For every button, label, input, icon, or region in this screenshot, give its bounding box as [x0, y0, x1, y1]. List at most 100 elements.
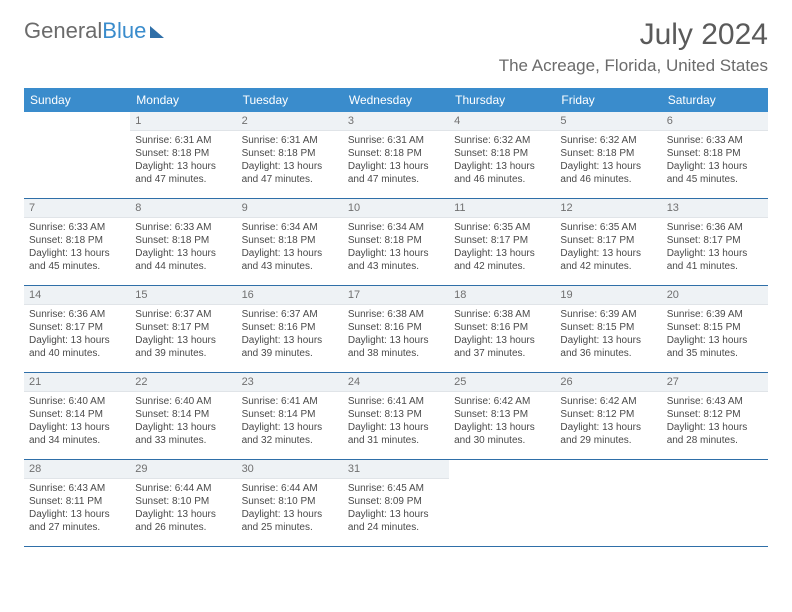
day-header-thu: Thursday [449, 88, 555, 112]
day-number: 23 [237, 373, 343, 392]
day-cell: 13Sunrise: 6:36 AMSunset: 8:17 PMDayligh… [662, 199, 768, 285]
day-daylight1: Daylight: 13 hours [135, 421, 231, 434]
day-cell: 31Sunrise: 6:45 AMSunset: 8:09 PMDayligh… [343, 460, 449, 546]
day-cell: 27Sunrise: 6:43 AMSunset: 8:12 PMDayligh… [662, 373, 768, 459]
day-number: 15 [130, 286, 236, 305]
day-daylight1: Daylight: 13 hours [29, 421, 125, 434]
day-daylight2: and 28 minutes. [667, 434, 763, 447]
week-row: 1Sunrise: 6:31 AMSunset: 8:18 PMDaylight… [24, 112, 768, 199]
day-body: Sunrise: 6:37 AMSunset: 8:16 PMDaylight:… [237, 305, 343, 365]
day-daylight2: and 44 minutes. [135, 260, 231, 273]
day-daylight1: Daylight: 13 hours [667, 421, 763, 434]
day-sunset: Sunset: 8:16 PM [454, 321, 550, 334]
day-body: Sunrise: 6:45 AMSunset: 8:09 PMDaylight:… [343, 479, 449, 539]
week-row: 7Sunrise: 6:33 AMSunset: 8:18 PMDaylight… [24, 199, 768, 286]
day-daylight1: Daylight: 13 hours [29, 508, 125, 521]
header: GeneralBlue July 2024 The Acreage, Flori… [24, 18, 768, 76]
day-cell [555, 460, 661, 546]
day-body: Sunrise: 6:40 AMSunset: 8:14 PMDaylight:… [130, 392, 236, 452]
day-number: 1 [130, 112, 236, 131]
day-sunrise: Sunrise: 6:43 AM [667, 395, 763, 408]
title-block: July 2024 The Acreage, Florida, United S… [499, 18, 768, 76]
day-number: 4 [449, 112, 555, 131]
day-sunset: Sunset: 8:14 PM [29, 408, 125, 421]
day-number [449, 460, 555, 477]
day-sunset: Sunset: 8:17 PM [560, 234, 656, 247]
weeks-container: 1Sunrise: 6:31 AMSunset: 8:18 PMDaylight… [24, 112, 768, 547]
week-row: 21Sunrise: 6:40 AMSunset: 8:14 PMDayligh… [24, 373, 768, 460]
day-cell: 14Sunrise: 6:36 AMSunset: 8:17 PMDayligh… [24, 286, 130, 372]
day-number: 29 [130, 460, 236, 479]
day-cell: 6Sunrise: 6:33 AMSunset: 8:18 PMDaylight… [662, 112, 768, 198]
day-body: Sunrise: 6:33 AMSunset: 8:18 PMDaylight:… [24, 218, 130, 278]
day-sunset: Sunset: 8:17 PM [454, 234, 550, 247]
day-daylight1: Daylight: 13 hours [135, 247, 231, 260]
day-sunrise: Sunrise: 6:39 AM [560, 308, 656, 321]
day-number: 22 [130, 373, 236, 392]
day-number: 6 [662, 112, 768, 131]
day-daylight2: and 42 minutes. [454, 260, 550, 273]
day-sunrise: Sunrise: 6:37 AM [135, 308, 231, 321]
day-header-row: Sunday Monday Tuesday Wednesday Thursday… [24, 88, 768, 112]
day-daylight1: Daylight: 13 hours [454, 160, 550, 173]
day-body: Sunrise: 6:31 AMSunset: 8:18 PMDaylight:… [130, 131, 236, 191]
day-daylight2: and 40 minutes. [29, 347, 125, 360]
day-sunset: Sunset: 8:18 PM [242, 234, 338, 247]
day-number: 30 [237, 460, 343, 479]
day-header-tue: Tuesday [237, 88, 343, 112]
day-daylight2: and 47 minutes. [135, 173, 231, 186]
day-sunrise: Sunrise: 6:37 AM [242, 308, 338, 321]
day-header-fri: Friday [555, 88, 661, 112]
day-sunset: Sunset: 8:18 PM [135, 147, 231, 160]
day-body: Sunrise: 6:36 AMSunset: 8:17 PMDaylight:… [662, 218, 768, 278]
day-sunset: Sunset: 8:12 PM [560, 408, 656, 421]
day-body: Sunrise: 6:39 AMSunset: 8:15 PMDaylight:… [555, 305, 661, 365]
day-daylight1: Daylight: 13 hours [454, 334, 550, 347]
day-daylight2: and 34 minutes. [29, 434, 125, 447]
day-sunrise: Sunrise: 6:43 AM [29, 482, 125, 495]
day-sunset: Sunset: 8:14 PM [242, 408, 338, 421]
day-body: Sunrise: 6:33 AMSunset: 8:18 PMDaylight:… [662, 131, 768, 191]
day-sunrise: Sunrise: 6:42 AM [454, 395, 550, 408]
day-sunrise: Sunrise: 6:38 AM [348, 308, 444, 321]
logo: GeneralBlue [24, 18, 164, 44]
day-sunset: Sunset: 8:16 PM [242, 321, 338, 334]
day-sunrise: Sunrise: 6:31 AM [348, 134, 444, 147]
day-cell: 8Sunrise: 6:33 AMSunset: 8:18 PMDaylight… [130, 199, 236, 285]
day-sunrise: Sunrise: 6:40 AM [29, 395, 125, 408]
day-daylight1: Daylight: 13 hours [242, 247, 338, 260]
day-number: 3 [343, 112, 449, 131]
day-body: Sunrise: 6:32 AMSunset: 8:18 PMDaylight:… [555, 131, 661, 191]
day-daylight2: and 26 minutes. [135, 521, 231, 534]
day-number: 10 [343, 199, 449, 218]
day-daylight1: Daylight: 13 hours [454, 247, 550, 260]
day-daylight2: and 31 minutes. [348, 434, 444, 447]
day-cell: 1Sunrise: 6:31 AMSunset: 8:18 PMDaylight… [130, 112, 236, 198]
day-cell: 20Sunrise: 6:39 AMSunset: 8:15 PMDayligh… [662, 286, 768, 372]
day-daylight1: Daylight: 13 hours [560, 160, 656, 173]
day-daylight1: Daylight: 13 hours [454, 421, 550, 434]
day-body: Sunrise: 6:38 AMSunset: 8:16 PMDaylight:… [449, 305, 555, 365]
day-sunrise: Sunrise: 6:40 AM [135, 395, 231, 408]
day-daylight1: Daylight: 13 hours [242, 334, 338, 347]
day-sunrise: Sunrise: 6:32 AM [454, 134, 550, 147]
day-sunset: Sunset: 8:11 PM [29, 495, 125, 508]
day-sunset: Sunset: 8:15 PM [667, 321, 763, 334]
day-daylight1: Daylight: 13 hours [242, 160, 338, 173]
day-sunrise: Sunrise: 6:35 AM [560, 221, 656, 234]
day-number: 2 [237, 112, 343, 131]
day-cell: 26Sunrise: 6:42 AMSunset: 8:12 PMDayligh… [555, 373, 661, 459]
day-body: Sunrise: 6:43 AMSunset: 8:12 PMDaylight:… [662, 392, 768, 452]
day-sunrise: Sunrise: 6:32 AM [560, 134, 656, 147]
day-body: Sunrise: 6:44 AMSunset: 8:10 PMDaylight:… [130, 479, 236, 539]
day-daylight2: and 32 minutes. [242, 434, 338, 447]
day-cell: 16Sunrise: 6:37 AMSunset: 8:16 PMDayligh… [237, 286, 343, 372]
day-sunset: Sunset: 8:16 PM [348, 321, 444, 334]
location-text: The Acreage, Florida, United States [499, 56, 768, 76]
day-number [555, 460, 661, 477]
day-daylight2: and 43 minutes. [242, 260, 338, 273]
day-daylight2: and 47 minutes. [242, 173, 338, 186]
day-number: 20 [662, 286, 768, 305]
day-header-sun: Sunday [24, 88, 130, 112]
day-number: 26 [555, 373, 661, 392]
